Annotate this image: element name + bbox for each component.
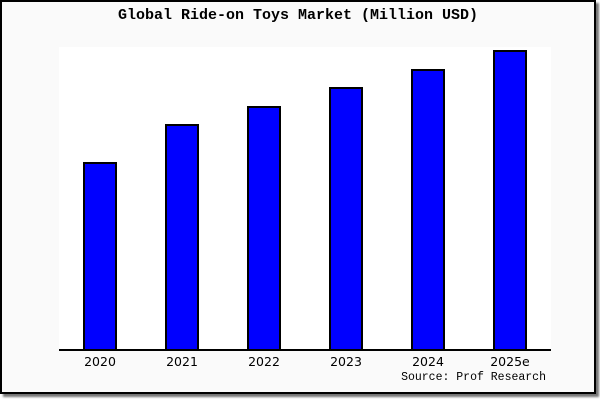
bar-column-2025e	[469, 50, 551, 349]
x-tick-label-2024: 2024	[412, 354, 444, 369]
chart-title: Global Ride-on Toys Market (Million USD)	[117, 7, 479, 24]
x-axis-labels: 2020 2021 2022 2023 2024 2025e	[59, 354, 551, 369]
bar-2020	[83, 162, 117, 349]
bar-2025e	[493, 50, 527, 349]
x-tick-label-2022: 2022	[248, 354, 280, 369]
plot-area	[59, 47, 551, 351]
bar-column-2022	[223, 106, 305, 349]
bar-2024	[411, 69, 445, 349]
bar-2022	[247, 106, 281, 349]
x-tick-label-2021: 2021	[166, 354, 198, 369]
bar-column-2024	[387, 69, 469, 349]
chart-frame: Global Ride-on Toys Market (Million USD)…	[0, 0, 596, 394]
source-note: Source: Prof Research	[401, 371, 546, 384]
bar-column-2023	[305, 87, 387, 349]
bar-series	[59, 47, 551, 349]
bar-column-2020	[59, 162, 141, 349]
x-tick-label-2025e: 2025e	[490, 354, 530, 369]
bar-2023	[329, 87, 363, 349]
bar-2021	[165, 124, 199, 349]
x-tick-label-2020: 2020	[84, 354, 116, 369]
bar-column-2021	[141, 124, 223, 349]
x-tick-label-2023: 2023	[330, 354, 362, 369]
